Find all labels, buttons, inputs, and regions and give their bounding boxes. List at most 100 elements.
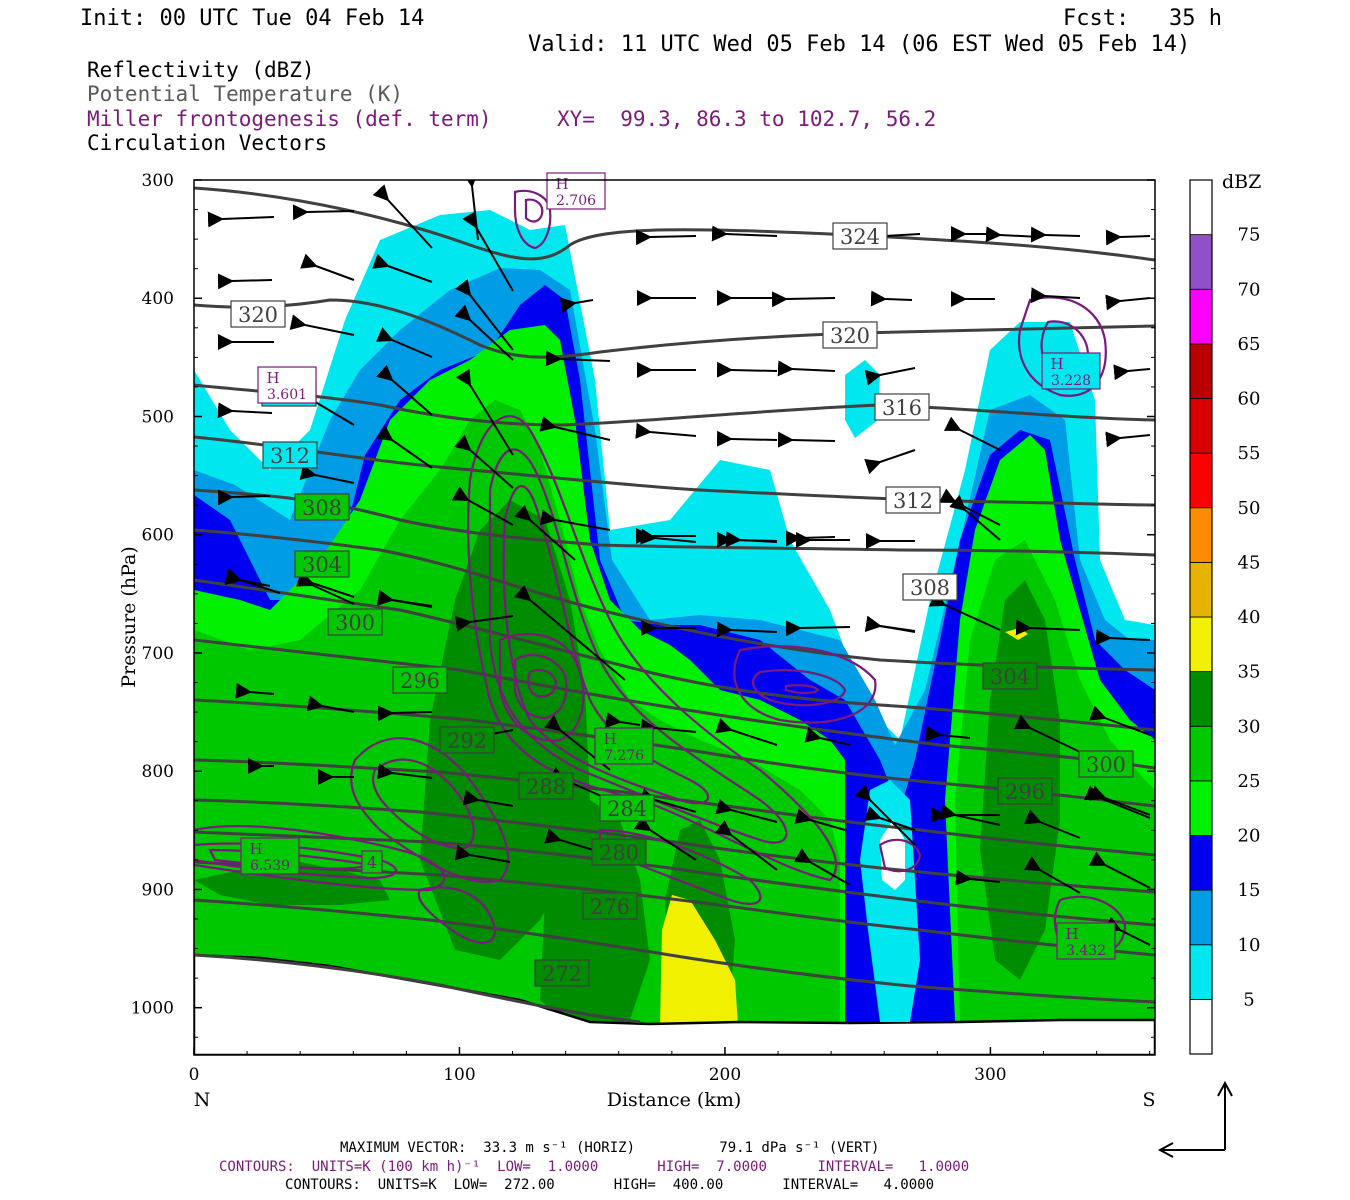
theta-contour	[194, 578, 1155, 732]
svg-text:296: 296	[1005, 780, 1045, 804]
colorbar-bin	[1189, 671, 1213, 727]
svg-text:3.228: 3.228	[1051, 373, 1091, 389]
circulation-vector	[300, 253, 355, 281]
theta-label: 272	[534, 959, 590, 987]
valid-time: Valid: 11 UTC Wed 05 Feb 14 (06 EST Wed …	[528, 32, 1191, 57]
circulation-vector	[451, 486, 514, 526]
circulation-vector	[771, 291, 836, 308]
circulation-vector	[462, 789, 514, 807]
colorbar-bin	[1189, 725, 1213, 782]
y-tick-label: 500	[142, 407, 174, 427]
svg-text:276: 276	[590, 895, 630, 919]
theta-label: 304	[294, 550, 350, 578]
theta-label: 288	[518, 772, 574, 800]
theta-contour	[194, 435, 1155, 507]
svg-text:308: 308	[910, 576, 950, 600]
svg-text:288: 288	[526, 775, 566, 799]
y-tick-label: 700	[142, 644, 174, 664]
circulation-vector	[725, 531, 778, 548]
theta-label: 296	[997, 777, 1053, 805]
theta-label: 300	[1078, 750, 1134, 778]
y-tick-label: 600	[142, 526, 174, 546]
circulation-vector	[635, 229, 697, 246]
circulation-vector	[955, 869, 1001, 886]
fronto-contour	[502, 485, 710, 805]
svg-text:320: 320	[238, 303, 278, 327]
circulation-vector	[716, 621, 778, 638]
legend-theta: Potential Temperature (K)	[87, 82, 404, 106]
circulation-vector	[716, 361, 778, 378]
reflectivity-gap-core	[880, 820, 905, 890]
circulation-vector	[454, 304, 514, 361]
x-tick-label: 0	[189, 1065, 200, 1085]
circulation-vector	[1024, 809, 1081, 839]
circulation-vector	[870, 228, 921, 245]
circulation-vector	[296, 570, 355, 598]
legend-miller: Miller frontogenesis (def. term)	[87, 107, 492, 131]
theta-label: 308	[902, 573, 958, 601]
circulation-vector	[372, 253, 433, 283]
colorbar-bin	[1189, 835, 1213, 891]
circulation-vector	[1105, 229, 1151, 246]
circulation-vector	[864, 449, 916, 475]
colorbar-label: 55	[1238, 443, 1261, 464]
y-tick-label: 400	[142, 289, 174, 309]
svg-text:324: 324	[840, 225, 880, 249]
circulation-vector	[306, 695, 355, 713]
legend-xy: XY= 99.3, 86.3 to 102.7, 56.2	[557, 107, 937, 131]
colorbar-bin	[1189, 179, 1213, 236]
colorbar-label: 15	[1238, 880, 1261, 901]
colorbar-label: 50	[1238, 498, 1261, 519]
circulation-vector	[785, 620, 851, 637]
circulation-vector	[777, 360, 836, 377]
svg-text:284: 284	[607, 797, 647, 821]
fronto-contour	[498, 632, 585, 742]
circulation-vector	[1023, 856, 1081, 894]
circulation-vector	[217, 273, 273, 290]
theta-contour	[194, 186, 1155, 262]
svg-text:272: 272	[542, 962, 582, 986]
circulation-vector	[545, 350, 611, 367]
footer-max-vector: MAXIMUM VECTOR: 33.3 m s⁻¹ (HORIZ) 79.1 …	[340, 1140, 880, 1156]
x-tick-label: 100	[443, 1065, 475, 1085]
footer-contours-theta: CONTOURS: UNITS=K LOW= 272.00 HIGH= 400.…	[285, 1177, 935, 1193]
init-time: Init: 00 UTC Tue 04 Feb 14	[80, 6, 425, 31]
plot-frame	[193, 179, 1156, 1056]
circulation-vector	[289, 314, 355, 336]
circulation-vector	[793, 848, 851, 886]
circulation-vector	[514, 504, 576, 561]
circulation-vector	[292, 204, 355, 221]
svg-text:316: 316	[882, 396, 922, 420]
colorbar-bin	[1189, 889, 1213, 946]
theta-label: 292	[439, 726, 495, 754]
theta-contour	[194, 298, 1155, 359]
svg-text:280: 280	[599, 841, 639, 865]
fronto-contour	[878, 838, 922, 873]
colorbar-bin	[1189, 288, 1213, 345]
svg-text:304: 304	[990, 665, 1030, 689]
svg-text:308: 308	[302, 496, 342, 520]
circulation-vector	[640, 718, 697, 735]
theta-label: 312	[885, 486, 941, 514]
colorbar: 5 10 15 20 25 30 35 40 45 50 55 60 65 70 75	[1189, 179, 1261, 1055]
circulation-vector	[635, 422, 697, 439]
colorbar-label: 25	[1238, 771, 1261, 792]
theta-contour	[194, 528, 1155, 672]
theta-label: 300	[327, 608, 383, 636]
svg-text:H: H	[1065, 925, 1078, 943]
circulation-vector	[640, 528, 697, 545]
frontogenesis-high-label: H2.706	[546, 172, 606, 210]
theta-label: 276	[582, 892, 638, 920]
colorbar-label: 5	[1243, 989, 1254, 1010]
colorbar-bin	[1189, 452, 1213, 509]
y-tick-label: 900	[142, 880, 174, 900]
circulation-vector	[949, 494, 1001, 541]
circulation-vector	[1030, 226, 1081, 243]
circulation-vector	[375, 425, 433, 469]
circulation-vector	[375, 327, 433, 358]
colorbar-label: 30	[1238, 716, 1261, 737]
colorbar-bin	[1189, 507, 1213, 563]
colorbar-label: 45	[1238, 552, 1261, 573]
circulation-vector	[928, 591, 1001, 631]
